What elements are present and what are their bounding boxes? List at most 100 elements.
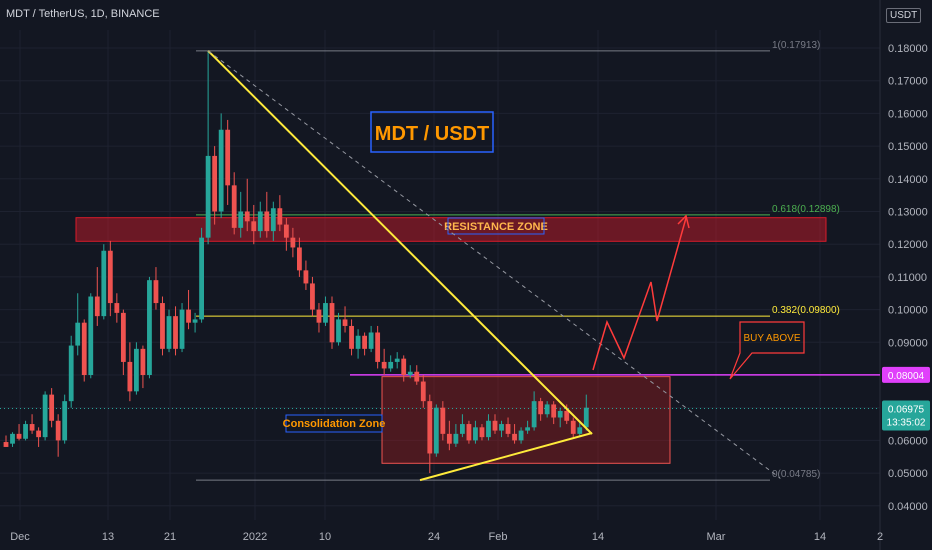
candle [101,244,107,320]
candle-body [297,247,302,271]
candle [49,388,55,428]
candle [512,424,517,444]
candle-body [505,424,511,434]
candle [401,355,407,382]
candle-body [134,348,139,392]
fib-level-label: 0.618(0.12898) [772,204,840,215]
chart-title: MDT / USDT [375,123,489,145]
candle-body [551,404,557,418]
candle-body [349,325,354,349]
candle-body [538,401,544,415]
x-tick-label: 10 [319,531,331,543]
candle-body [420,381,426,402]
candle-body [277,208,283,225]
candle [107,240,113,317]
candle [473,420,478,444]
candle [270,201,276,241]
candle-body [10,433,15,444]
candle [336,312,341,346]
candle-body [394,358,400,362]
candle-body [414,371,420,382]
candle [127,342,133,402]
candle-body [518,430,524,441]
candle [486,414,491,441]
candle [368,325,374,353]
candle [231,172,237,235]
candle [238,191,244,238]
resistance-zone-label: RESISTANCE ZONE [444,221,548,233]
candle [81,319,87,382]
candle [251,204,257,245]
symbol-header[interactable]: MDT / TetherUS, 1D, BINANCE [6,8,160,20]
candle [492,414,498,434]
buy-above-callout [729,321,805,380]
candle-body [355,335,361,349]
ascending-trendline [419,432,593,482]
x-tick-label: 13 [102,531,114,543]
candle [505,417,511,438]
fib-level-label: 1(0.17913) [772,40,820,51]
candle [134,342,139,395]
candle [88,293,94,379]
candle-body [231,185,237,228]
candle-body [218,129,224,212]
y-tick-label: 0.18000 [888,43,928,55]
candle-body [160,303,165,349]
resistance-zone-label-box [447,217,545,235]
candle [42,391,48,441]
currency-selector[interactable]: USDT [886,8,922,23]
drawings: BUY ABOVE MDT / USDT [207,50,805,482]
candle-body [329,303,335,343]
candle-body [381,361,387,369]
candle-body [362,335,367,349]
candle-body [270,208,276,232]
candle [525,420,530,434]
candle-body [199,237,204,320]
candle [68,335,74,408]
y-tick-label: 0.05000 [888,468,928,480]
y-tick-label: 0.11000 [888,272,927,284]
candle-body [336,319,341,343]
candle-body [192,319,198,323]
candle-body [531,401,537,428]
candle [349,319,354,356]
buy-above-label: BUY ABOVE [743,333,800,344]
candle-body [557,410,563,418]
candle-body [290,237,296,248]
candle [499,420,504,438]
candle-body [401,358,407,375]
candle [531,391,537,431]
candle-body [16,433,22,439]
projected-path-arrow [592,217,687,371]
fib-level-label: 0(0.04785) [772,469,820,480]
candle-body [512,433,517,441]
candle [414,365,420,385]
candle-body [264,211,270,232]
y-tick-label: 0.16000 [888,108,928,120]
candle [310,276,315,317]
y-tick-label: 0.12000 [888,239,928,251]
price-axis: 0.040000.050000.060000.070000.080000.090… [882,43,930,513]
candle [147,276,152,379]
candle-body [473,427,478,441]
candle [212,146,218,225]
candle-body [564,410,570,421]
candle-body [525,427,530,431]
candle-body [440,407,446,434]
descending-trendline [207,50,593,435]
candle [10,432,15,447]
dashed-extension-line [207,50,781,479]
candle-body [544,404,550,415]
candle-body [460,424,465,434]
candle [62,394,68,444]
last-price-badge [882,400,930,431]
candle [16,424,22,441]
x-tick-label: 21 [164,531,176,543]
candle [186,289,191,330]
candle [355,329,361,359]
candle [257,201,263,238]
candle-body [446,433,452,444]
